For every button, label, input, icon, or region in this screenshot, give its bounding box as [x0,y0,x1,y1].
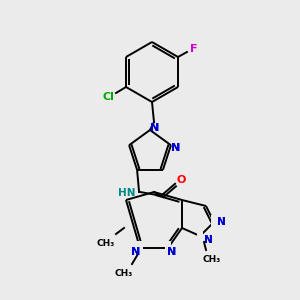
Text: N: N [204,235,212,245]
Text: N: N [167,247,177,257]
Text: N: N [167,247,177,257]
Text: N: N [171,143,181,153]
Text: N: N [217,217,225,227]
Text: F: F [190,44,198,54]
Text: N: N [217,217,225,227]
Text: N: N [150,123,160,133]
Text: N: N [150,123,160,133]
Text: CH₃: CH₃ [203,256,221,265]
Text: CH₃: CH₃ [97,238,115,247]
Text: N: N [131,247,141,257]
Text: N: N [171,143,181,153]
Text: O: O [176,175,186,185]
Text: N: N [204,235,212,245]
Text: HN: HN [118,188,136,198]
Text: Cl: Cl [102,92,114,102]
Text: N: N [131,247,141,257]
Text: CH₃: CH₃ [115,268,133,278]
